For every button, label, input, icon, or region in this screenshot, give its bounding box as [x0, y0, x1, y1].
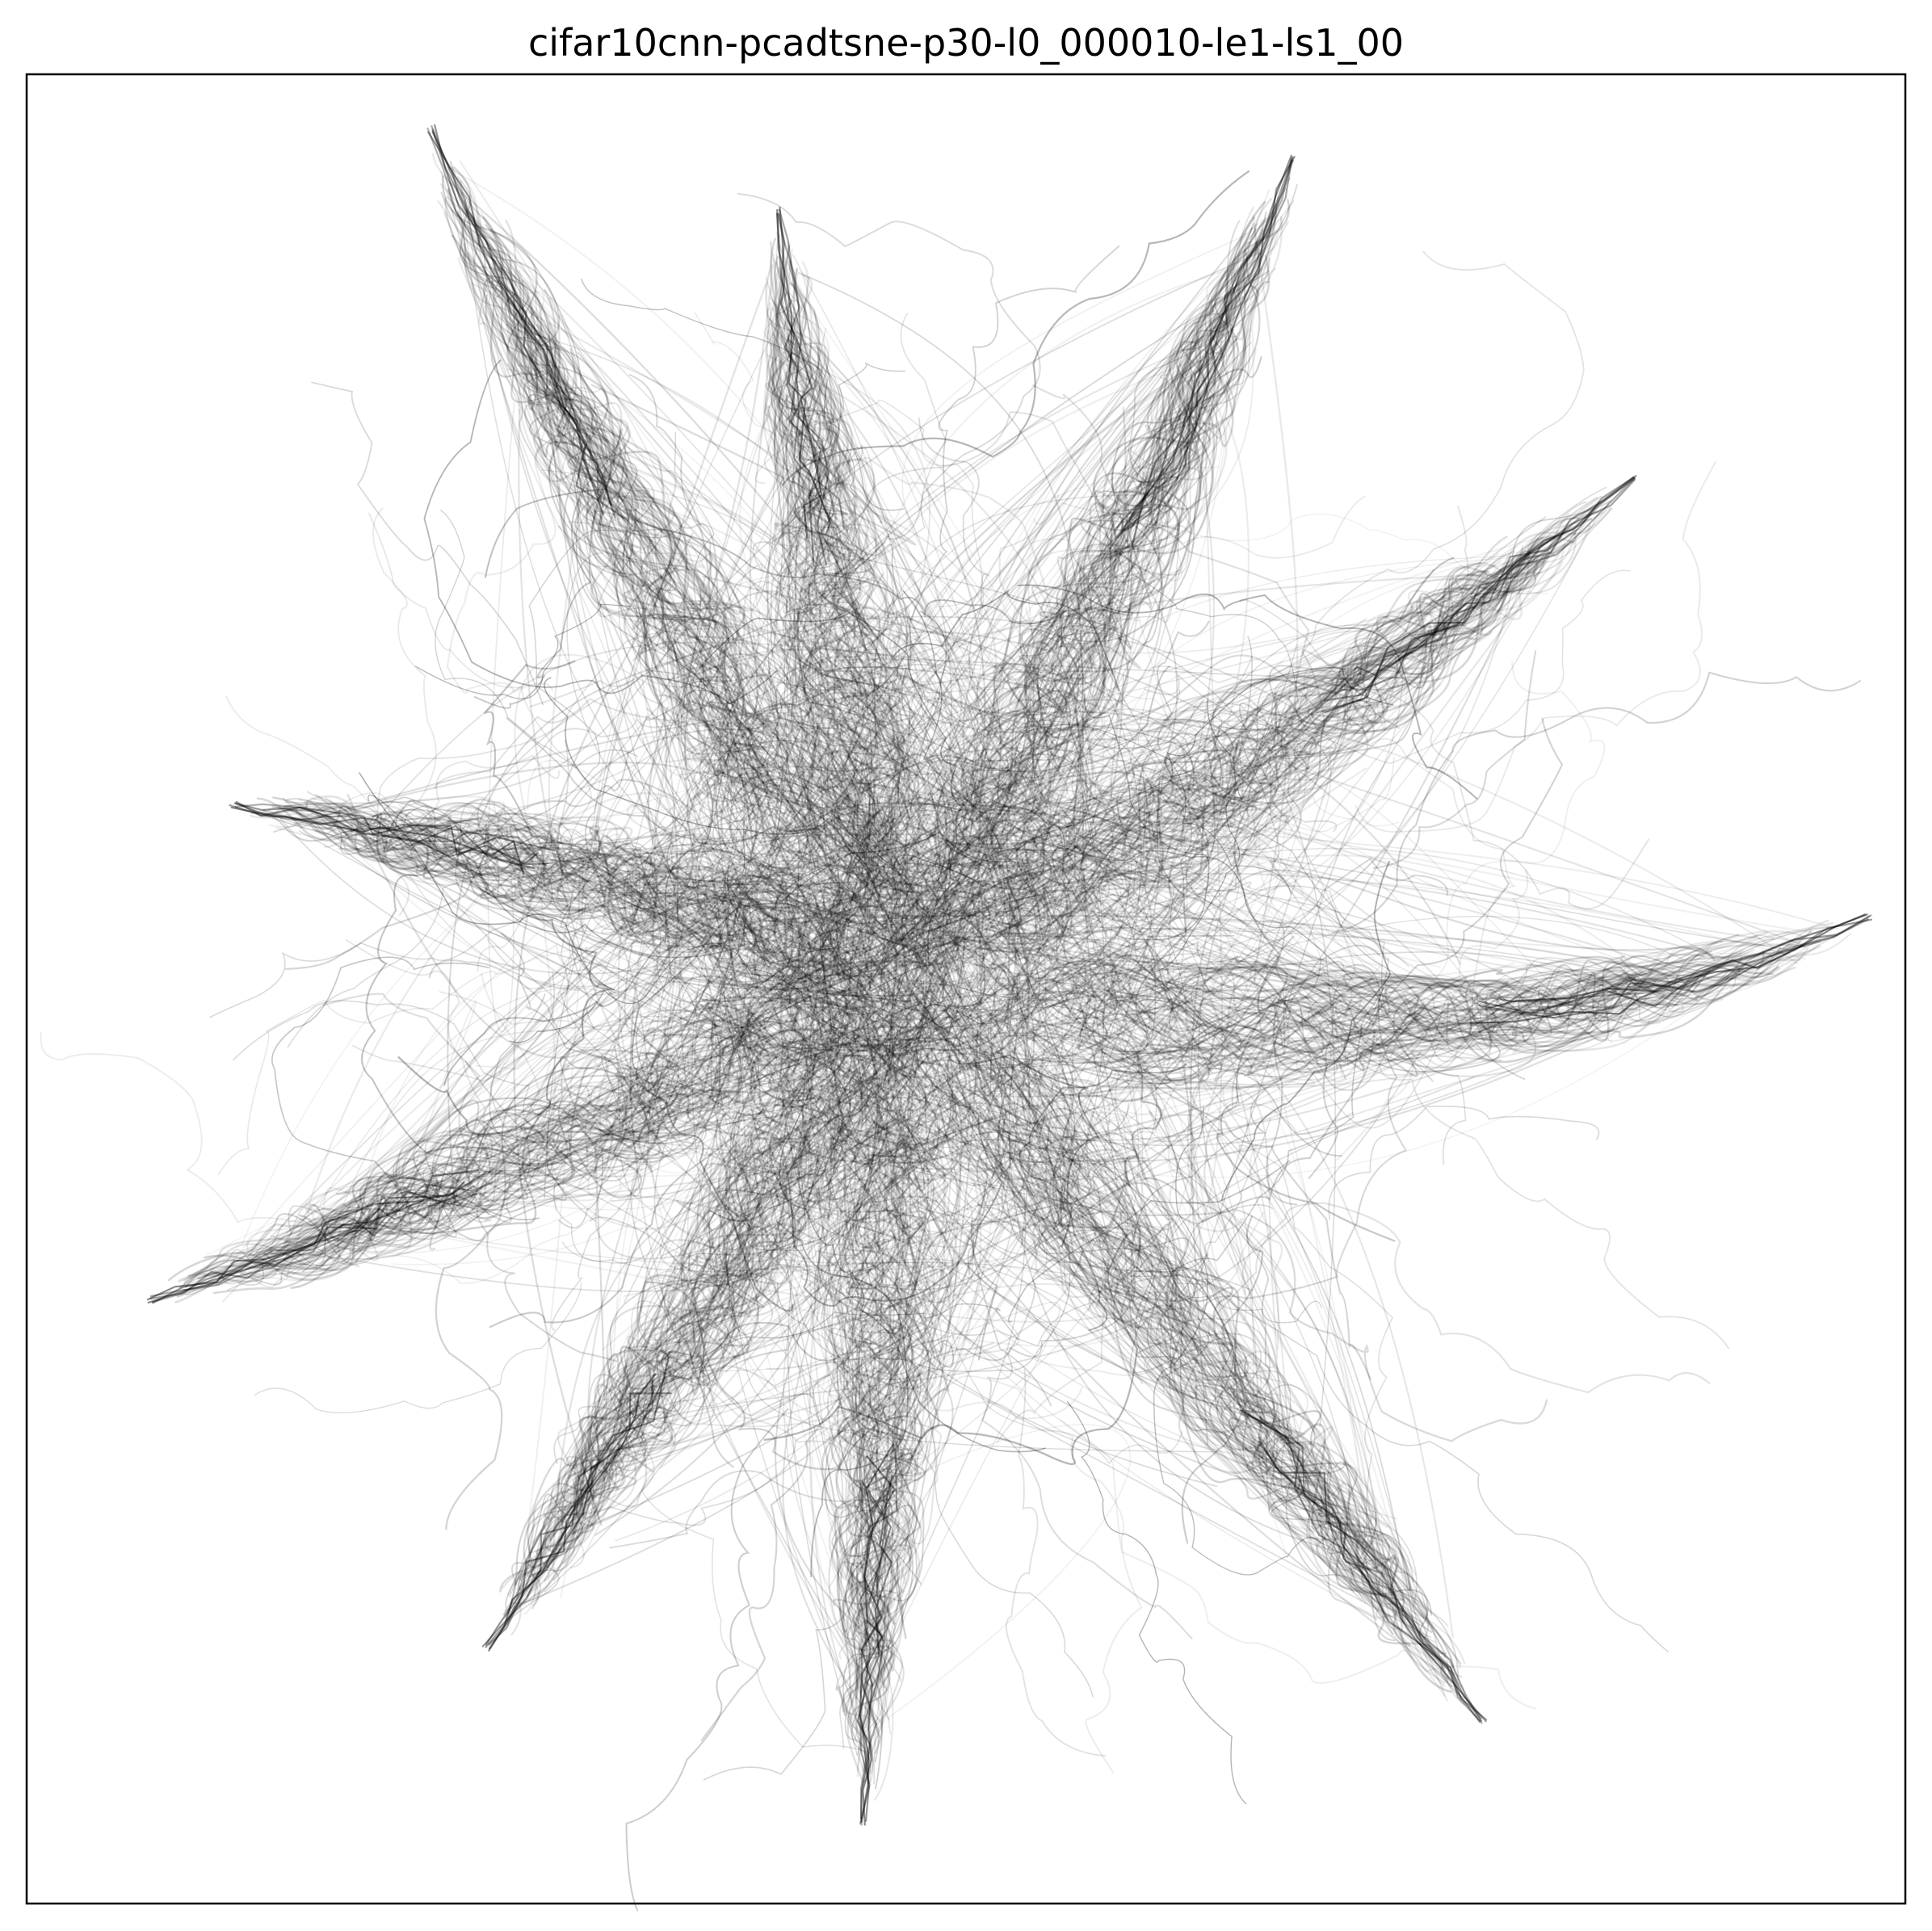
plot-area [0, 0, 1932, 1931]
